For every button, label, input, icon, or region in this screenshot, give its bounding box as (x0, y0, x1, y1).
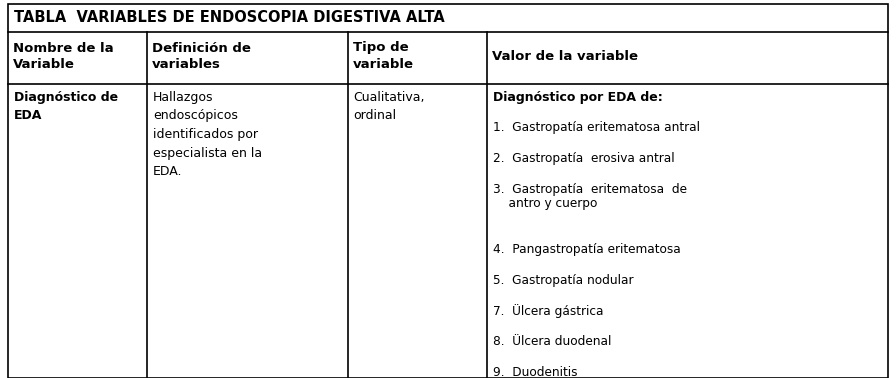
Text: 5.  Gastropatía nodular: 5. Gastropatía nodular (493, 274, 633, 287)
Text: Cualitativa,
ordinal: Cualitativa, ordinal (354, 91, 426, 122)
Text: TABLA  VARIABLES DE ENDOSCOPIA DIGESTIVA ALTA: TABLA VARIABLES DE ENDOSCOPIA DIGESTIVA … (14, 11, 444, 25)
Text: Tipo de
variable: Tipo de variable (353, 42, 414, 71)
Text: Nombre de la
Variable: Nombre de la Variable (13, 42, 114, 71)
Text: Definición de
variables: Definición de variables (152, 42, 251, 71)
Text: Diagnóstico por EDA de:: Diagnóstico por EDA de: (493, 91, 662, 104)
Text: 1.  Gastropatía eritematosa antral: 1. Gastropatía eritematosa antral (493, 121, 700, 135)
Text: Diagnóstico de
EDA: Diagnóstico de EDA (14, 91, 118, 122)
Text: Hallazgos
endoscópicos
identificados por
especialista en la
EDA.: Hallazgos endoscópicos identificados por… (153, 91, 263, 178)
Text: 9.  Duodenitis: 9. Duodenitis (493, 366, 577, 378)
Text: 4.  Pangastropatía eritematosa: 4. Pangastropatía eritematosa (493, 243, 680, 257)
Text: 3.  Gastropatía  eritematosa  de
    antro y cuerpo: 3. Gastropatía eritematosa de antro y cu… (493, 183, 686, 209)
Text: 7.  Ülcera gástrica: 7. Ülcera gástrica (493, 305, 603, 319)
Text: 8.  Ülcera duodenal: 8. Ülcera duodenal (493, 335, 611, 348)
Text: 2.  Gastropatía  erosiva antral: 2. Gastropatía erosiva antral (493, 152, 675, 165)
Text: Valor de la variable: Valor de la variable (492, 50, 638, 62)
